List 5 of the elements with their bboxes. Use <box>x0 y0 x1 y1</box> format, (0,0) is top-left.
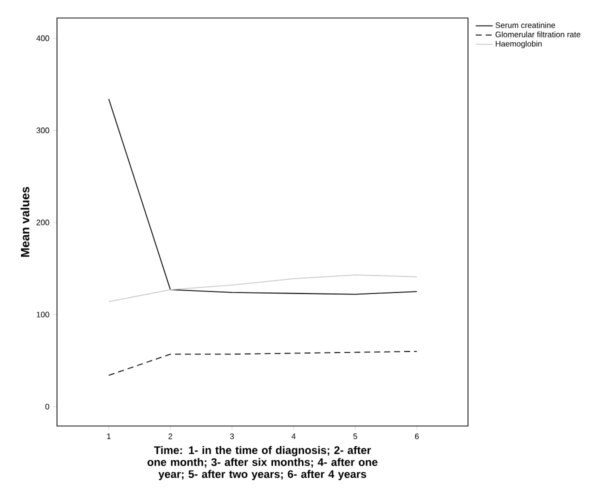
x-axis-title: Time: 1- in the time of diagnosis; 2- after one month; 3- after six months; 4- after one year; 5- after two years; 6- after 4 years <box>148 446 378 480</box>
line-series <box>108 350 418 376</box>
line-series <box>108 274 418 302</box>
y-axis-title: Mean values <box>20 186 30 257</box>
line-series <box>108 98 418 295</box>
